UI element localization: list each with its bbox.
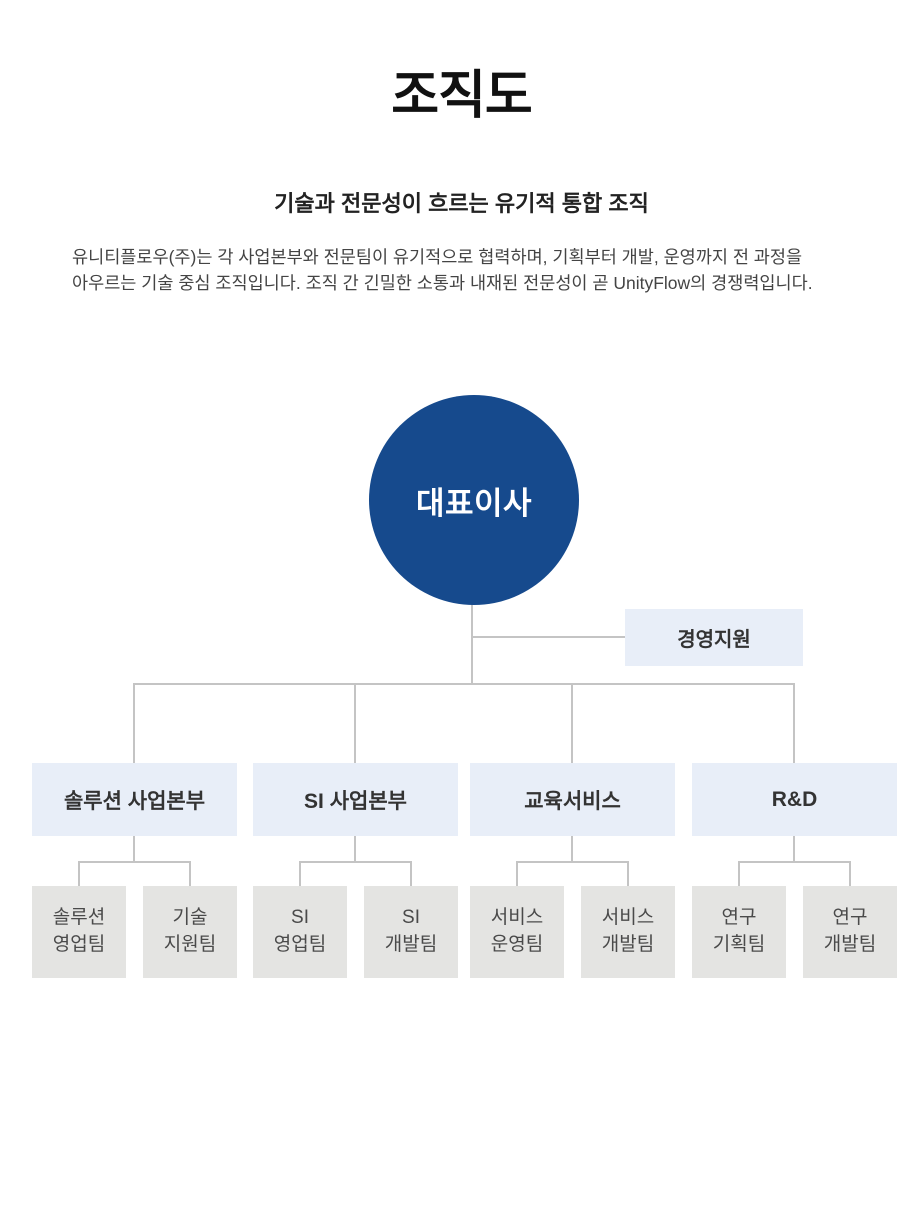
team-node: 기술 지원팀: [143, 886, 237, 978]
connector-teams-horizontal: [299, 861, 412, 863]
team-label-line1: 기술: [172, 907, 208, 929]
ceo-label: 대표이사: [415, 485, 533, 521]
connector-team-drop: [627, 861, 629, 887]
org-column-si: SI 사업본부 SI 영업팀 SI 개발팀: [253, 763, 458, 978]
org-column-rnd: R&D 연구 기획팀 연구 개발팀: [692, 763, 897, 978]
team-label-line2: 개발팀: [823, 934, 877, 955]
intro-paragraph: 유니티플로우(주)는 각 사업본부와 전문팀이 유기적으로 협력하며, 기획부터…: [72, 247, 813, 293]
page-title: 조직도: [391, 67, 533, 125]
dept-node: 솔루션 사업본부: [32, 763, 237, 836]
connector-dept-vertical: [571, 836, 573, 863]
connector-drop-rnd: [793, 683, 795, 763]
team-node: 연구 개발팀: [803, 886, 897, 978]
dept-label: 교육서비스: [524, 789, 621, 813]
connector-team-drop: [189, 861, 191, 887]
team-label-line1: SI: [402, 907, 420, 929]
team-label-line2: 운영팀: [490, 934, 544, 955]
dept-label: SI 사업본부: [304, 789, 407, 813]
team-label-line1: 서비스: [601, 907, 655, 929]
connector-teams-horizontal: [78, 861, 191, 863]
team-label-line2: 영업팀: [273, 934, 327, 955]
connector-team-drop: [78, 861, 80, 887]
org-column-education: 교육서비스 서비스 운영팀 서비스 개발팀: [470, 763, 675, 978]
ceo-node: 대표이사: [369, 395, 579, 605]
connector-drop-solution: [133, 683, 135, 763]
connector-dept-vertical: [354, 836, 356, 863]
staff-label: 경영지원: [677, 629, 751, 651]
team-node: SI 개발팀: [364, 886, 458, 978]
connector-drop-si: [354, 683, 356, 763]
team-label-line2: 기획팀: [712, 934, 766, 955]
team-node: 솔루션 영업팀: [32, 886, 126, 978]
team-label-line2: 개발팀: [601, 934, 655, 955]
team-label-line2: 개발팀: [384, 934, 438, 955]
connector-drop-education: [571, 683, 573, 763]
team-label-line2: 영업팀: [52, 934, 106, 955]
connector-team-drop: [849, 861, 851, 887]
team-label-line2: 지원팀: [163, 934, 217, 955]
dept-label: R&D: [771, 787, 818, 811]
connector-dept-vertical: [133, 836, 135, 863]
team-label-line1: SI: [291, 907, 309, 929]
team-node: 서비스 운영팀: [470, 886, 564, 978]
connector-ceo-vertical: [471, 598, 473, 684]
connector-dept-vertical: [793, 836, 795, 863]
page-subtitle: 기술과 전문성이 흐르는 유기적 통합 조직: [274, 191, 649, 216]
staff-node-management-support: 경영지원: [625, 609, 803, 666]
connector-team-drop: [299, 861, 301, 887]
team-label-line1: 솔루션: [52, 907, 106, 929]
team-node: SI 영업팀: [253, 886, 347, 978]
team-node: 연구 기획팀: [692, 886, 786, 978]
connector-team-drop: [738, 861, 740, 887]
connector-team-drop: [410, 861, 412, 887]
dept-label: 솔루션 사업본부: [63, 789, 206, 813]
team-label-line1: 연구: [721, 907, 757, 929]
dept-node: SI 사업본부: [253, 763, 458, 836]
dept-node: 교육서비스: [470, 763, 675, 836]
connector-staff-horizontal: [472, 636, 625, 638]
connector-team-drop: [516, 861, 518, 887]
connector-teams-horizontal: [516, 861, 629, 863]
team-node: 서비스 개발팀: [581, 886, 675, 978]
org-column-solution: 솔루션 사업본부 솔루션 영업팀 기술 지원팀: [32, 763, 237, 978]
team-label-line1: 연구: [832, 907, 868, 929]
team-label-line1: 서비스: [490, 907, 544, 929]
dept-node: R&D: [692, 763, 897, 836]
connector-branch-horizontal: [134, 683, 795, 685]
connector-teams-horizontal: [738, 861, 851, 863]
